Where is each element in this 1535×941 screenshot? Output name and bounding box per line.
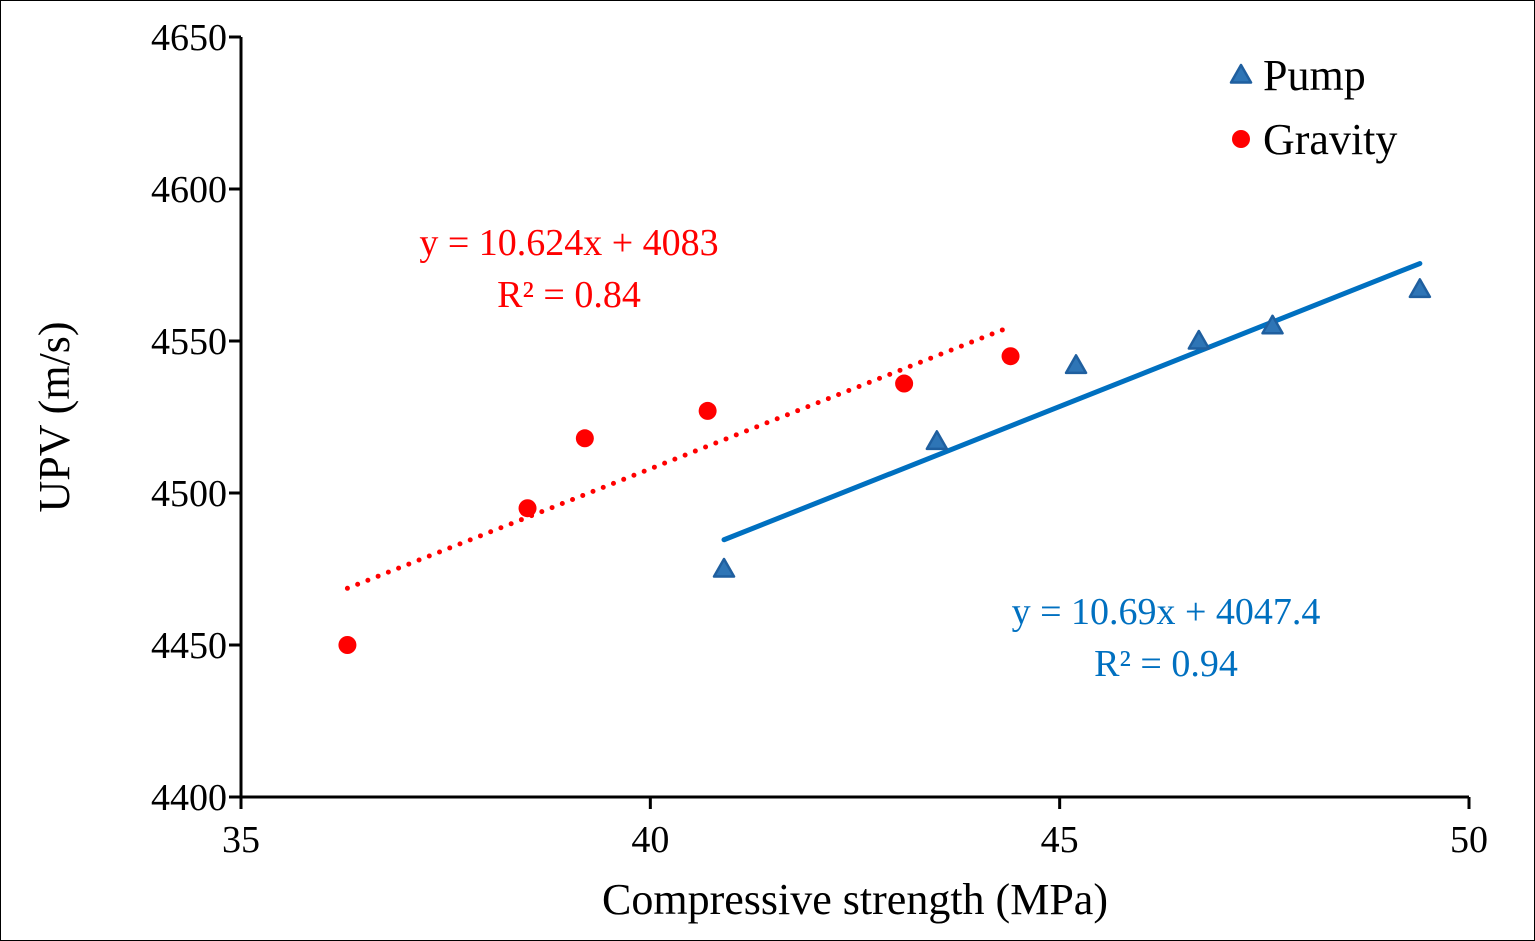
legend: Pump Gravity: [1229, 51, 1397, 164]
pump-point: [1187, 329, 1211, 350]
y-tick-label: 4600: [151, 169, 227, 211]
pump-point: [1261, 314, 1284, 335]
pump-point: [1408, 278, 1432, 299]
gravity-point: [518, 499, 537, 518]
y-tick-label: 4500: [151, 473, 227, 515]
legend-triangle-marker: [1229, 63, 1253, 84]
gravity-r-squared: R² = 0.84: [497, 274, 641, 316]
legend-label-gravity: Gravity: [1263, 115, 1397, 164]
data-points: [338, 278, 1432, 654]
trendline-pump: [721, 261, 1423, 543]
legend-label-pump: Pump: [1263, 51, 1366, 100]
pump-point: [1064, 354, 1088, 375]
x-tick-label: 45: [1041, 819, 1079, 861]
trendline-gravity: [344, 324, 1014, 591]
legend-marker-pump: [1229, 63, 1253, 84]
gravity-equation: y = 10.624x + 4083: [419, 222, 718, 264]
x-tick-label: 50: [1450, 819, 1488, 861]
legend-marker-gravity: [1232, 130, 1250, 148]
axes: [239, 37, 1469, 799]
gravity-point: [1001, 347, 1020, 366]
pump-point: [712, 557, 736, 578]
y-tick-label: 4650: [151, 17, 227, 59]
y-tick-label: 4450: [151, 625, 227, 667]
x-tick-label: 35: [222, 819, 260, 861]
gravity-point: [338, 636, 357, 654]
x-tick-label: 40: [631, 819, 669, 861]
trendline-equations: y = 10.69x + 4047.4 R² = 0.94 y = 10.624…: [419, 222, 1320, 685]
y-axis-title: UPV (m/s): [30, 321, 79, 512]
pump-equation: y = 10.69x + 4047.4: [1012, 591, 1321, 633]
gravity-point: [895, 374, 914, 393]
y-tick-label: 4400: [151, 777, 227, 819]
gravity-point: [575, 429, 594, 448]
pump-r-squared: R² = 0.94: [1094, 643, 1238, 685]
x-axis-title: Compressive strength (MPa): [602, 875, 1108, 924]
y-tick-label: 4550: [151, 321, 227, 363]
trendlines: [344, 261, 1423, 591]
legend-circle-marker: [1232, 130, 1250, 148]
gravity-point: [698, 401, 717, 420]
pump-point: [925, 430, 949, 451]
